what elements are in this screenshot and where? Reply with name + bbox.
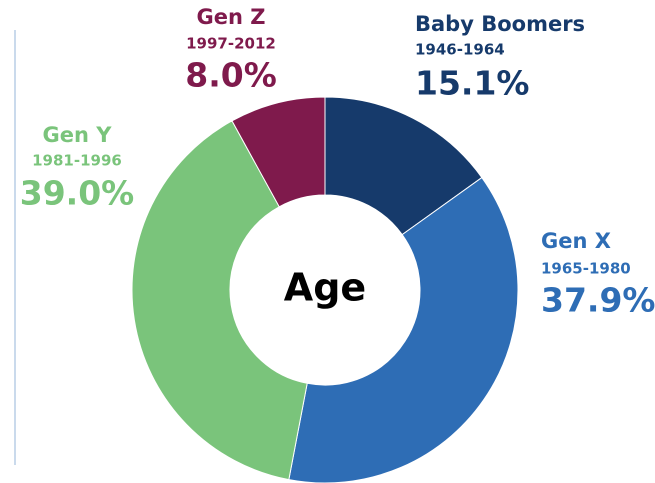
segment-name: Gen Z [197, 5, 266, 29]
center-label: Age [284, 266, 366, 310]
segment-name: Gen Y [43, 123, 113, 147]
segment-name: Gen X [541, 229, 611, 253]
segment-range: 1946-1964 [415, 41, 505, 59]
donut-slice [131, 120, 308, 481]
value-label: 39.0% [20, 174, 135, 213]
segment-range: 1965-1980 [541, 260, 631, 278]
value-label: 8.0% [185, 56, 277, 95]
value-label: 37.9% [541, 281, 655, 320]
segment-range: 1981-1996 [32, 152, 122, 170]
segment-range: 1997-2012 [186, 35, 276, 53]
segment-name: Baby Boomers [415, 12, 585, 36]
value-label: 15.1% [415, 64, 530, 103]
donut-slice [231, 96, 326, 208]
